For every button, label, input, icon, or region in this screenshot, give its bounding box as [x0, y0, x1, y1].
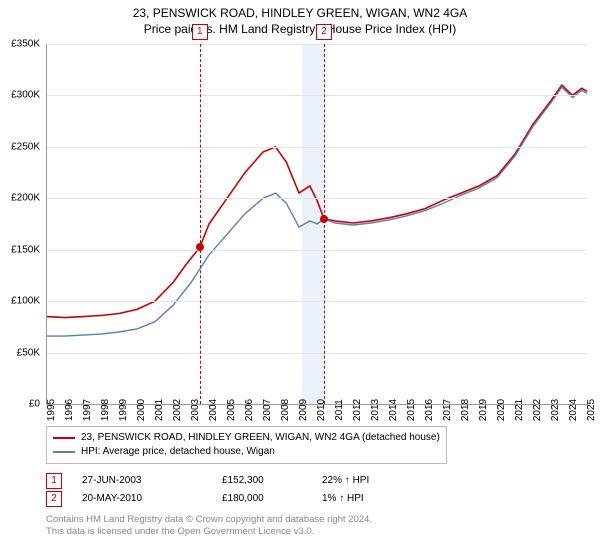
x-axis-label: 1998 [100, 399, 111, 421]
footer: 23, PENSWICK ROAD, HINDLEY GREEN, WIGAN,… [46, 426, 586, 538]
x-axis-label: 1996 [64, 399, 75, 421]
sale-number-box: 2 [46, 491, 62, 507]
sale-rows: 1 27-JUN-2003 £152,300 22% ↑ HPI 2 20-MAY-201… [46, 472, 586, 508]
x-axis-label: 2023 [550, 399, 561, 421]
sale-row: 2 20-MAY-2010 £180,000 1% ↑ HPI [46, 490, 586, 508]
x-axis-label: 2025 [586, 399, 597, 421]
marker-line [200, 44, 201, 404]
x-axis-label: 2006 [244, 399, 255, 421]
chart-svg [47, 44, 587, 404]
y-axis-label: £150K [11, 244, 40, 255]
gridline-h [47, 44, 587, 45]
x-axis-label: 2005 [226, 399, 237, 421]
x-axis-label: 2010 [316, 399, 327, 421]
x-axis-label: 2017 [442, 399, 453, 421]
x-axis-label: 2014 [388, 399, 399, 421]
legend-label: HPI: Average price, detached house, Wiga… [81, 445, 275, 459]
legend-swatch [53, 451, 75, 453]
x-axis-label: 2001 [154, 399, 165, 421]
legend-row: 23, PENSWICK ROAD, HINDLEY GREEN, WIGAN,… [53, 431, 440, 445]
x-axis-label: 2000 [136, 399, 147, 421]
title-block: 23, PENSWICK ROAD, HINDLEY GREEN, WIGAN,… [0, 0, 600, 36]
chart-area: 12 £0£50K£100K£150K£200K£250K£300K£350K1… [46, 44, 586, 404]
x-axis-label: 2007 [262, 399, 273, 421]
sale-delta: 22% ↑ HPI [322, 472, 422, 490]
x-axis-label: 2009 [298, 399, 309, 421]
sale-date: 20-MAY-2010 [82, 490, 202, 508]
marker-dot [320, 215, 328, 223]
sale-delta: 1% ↑ HPI [322, 490, 422, 508]
gridline-h [47, 147, 587, 148]
plot: 12 [46, 44, 587, 405]
x-axis-label: 1999 [118, 399, 129, 421]
sale-row: 1 27-JUN-2003 £152,300 22% ↑ HPI [46, 472, 586, 490]
x-axis-label: 2012 [352, 399, 363, 421]
x-axis-label: 2015 [406, 399, 417, 421]
x-axis-label: 2016 [424, 399, 435, 421]
y-axis-label: £100K [11, 296, 40, 307]
y-axis-label: £350K [11, 39, 40, 50]
x-axis-label: 2024 [568, 399, 579, 421]
sale-number-box: 1 [46, 473, 62, 489]
gridline-h [47, 95, 587, 96]
x-axis-label: 2004 [208, 399, 219, 421]
y-axis-label: £250K [11, 141, 40, 152]
series-price_paid [47, 85, 587, 318]
x-axis-label: 1995 [46, 399, 57, 421]
gridline-h [47, 353, 587, 354]
sale-price: £152,300 [222, 472, 302, 490]
gridline-h [47, 301, 587, 302]
legend-row: HPI: Average price, detached house, Wiga… [53, 445, 440, 459]
y-axis-label: £50K [17, 347, 40, 358]
y-axis-label: £200K [11, 193, 40, 204]
marker-line [324, 44, 325, 404]
sale-date: 27-JUN-2003 [82, 472, 202, 490]
legend-swatch [53, 437, 75, 439]
x-axis-label: 2020 [496, 399, 507, 421]
sale-price: £180,000 [222, 490, 302, 508]
marker-dot [196, 243, 204, 251]
series-hpi [47, 87, 587, 336]
title-sub: Price paid vs. HM Land Registry's House … [0, 22, 600, 36]
marker-number-box: 1 [192, 24, 208, 40]
attribution-line2: This data is licensed under the Open Gov… [46, 526, 586, 538]
legend: 23, PENSWICK ROAD, HINDLEY GREEN, WIGAN,… [46, 426, 447, 464]
x-axis-label: 2002 [172, 399, 183, 421]
attribution: Contains HM Land Registry data © Crown c… [46, 514, 586, 538]
x-axis-label: 2022 [532, 399, 543, 421]
gridline-h [47, 250, 587, 251]
x-axis-label: 2013 [370, 399, 381, 421]
title-main: 23, PENSWICK ROAD, HINDLEY GREEN, WIGAN,… [0, 6, 600, 20]
marker-number-box: 2 [316, 24, 332, 40]
x-axis-label: 1997 [82, 399, 93, 421]
x-axis-label: 2019 [478, 399, 489, 421]
y-axis-label: £300K [11, 90, 40, 101]
x-axis-label: 2008 [280, 399, 291, 421]
x-axis-label: 2003 [190, 399, 201, 421]
gridline-h [47, 198, 587, 199]
x-axis-label: 2011 [334, 399, 345, 421]
x-axis-label: 2018 [460, 399, 471, 421]
y-axis-label: £0 [29, 399, 40, 410]
legend-label: 23, PENSWICK ROAD, HINDLEY GREEN, WIGAN,… [81, 431, 440, 445]
attribution-line1: Contains HM Land Registry data © Crown c… [46, 514, 586, 526]
x-axis-label: 2021 [514, 399, 525, 421]
